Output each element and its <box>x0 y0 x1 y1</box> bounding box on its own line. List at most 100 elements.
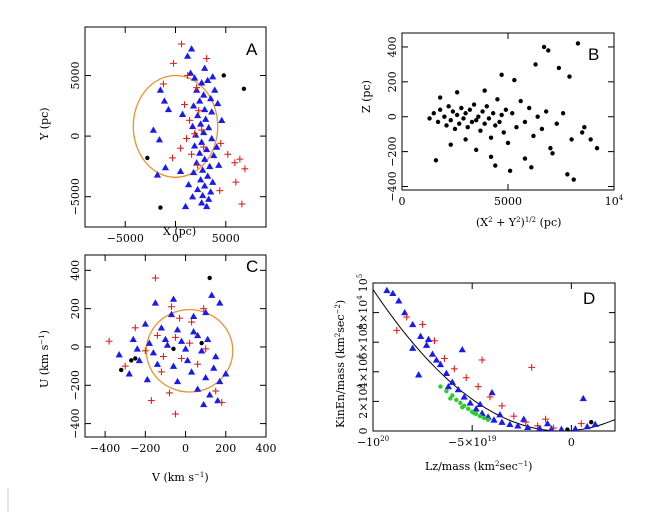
panel-b-dots-point <box>575 41 581 46</box>
panel-a-crosses-point <box>236 155 244 163</box>
panel-d-xlabel-sup2: −1 <box>518 460 528 468</box>
panel-c-label: C <box>246 257 258 276</box>
panel-a-triangles-point <box>155 136 164 143</box>
panel-d-crosses-point <box>498 402 506 410</box>
panel-b-dots-point <box>465 125 470 130</box>
panel-a-crosses-point <box>232 178 240 186</box>
panel-b-dots-point <box>482 121 487 126</box>
panel-a-crosses-point <box>194 161 202 169</box>
panel-c-crosses-point <box>121 362 129 370</box>
panel-a-crosses-point <box>193 84 201 92</box>
panel-a-triangles-point <box>178 110 187 117</box>
panel-a-triangles-point <box>153 171 161 178</box>
panel-a-crosses-point <box>224 150 232 158</box>
panel-a-dots-point <box>241 86 247 92</box>
panel-c-crosses-point <box>151 274 159 282</box>
panel-d-crosses-point <box>550 424 557 431</box>
panel-d-ytick-exponent: 4 <box>356 384 364 389</box>
panel-d-triangles-point <box>409 344 417 351</box>
panel-b-dots-point <box>476 114 481 119</box>
panel-b-dots-point <box>556 65 562 71</box>
panel-b-dots-point <box>450 109 456 114</box>
panel-c-triangles-point <box>222 370 230 377</box>
panel-a-triangles-point <box>197 120 205 127</box>
panel-c-triangles-point <box>206 391 214 398</box>
panel-c-crosses-point <box>172 333 179 341</box>
panel-b-dots-point <box>495 97 500 102</box>
panel-b-dots-point <box>484 104 489 109</box>
panel-d-triangles-point <box>591 420 599 428</box>
panel-d-ytick-exponent: 5 <box>356 274 364 278</box>
panel-d-triangles-point <box>395 297 403 304</box>
panel-c-triangles-point <box>133 345 141 352</box>
panel-d-triangles-point <box>454 385 462 393</box>
panel-c-crosses-point <box>188 318 195 326</box>
panel-c-triangles-point <box>163 341 172 348</box>
panel-d-crosses-point <box>577 420 585 427</box>
panel-d-xlabel-part3: ) <box>528 460 532 473</box>
panel-b-xlabel-part1: (X <box>476 216 488 229</box>
panel-d-triangles-point <box>524 423 532 430</box>
panel-a-triangles-point <box>188 193 197 200</box>
panel-a-plot-area <box>132 40 249 210</box>
panel-a-triangles-point <box>196 149 204 156</box>
panel-b-dots-point <box>535 114 540 119</box>
panel-c-marks <box>105 274 234 418</box>
panel-a-crosses-point <box>186 116 193 124</box>
panel-a-triangles-point <box>203 145 211 153</box>
panel-a-triangles-point <box>192 131 200 138</box>
panel-b-xlabel: (X2 + Y2)1/2 (pc) <box>476 216 561 229</box>
panel-d-ytick-exponent: 4 <box>356 354 364 359</box>
panel-b-dots-point <box>482 88 487 93</box>
panel-b-dots-point <box>531 133 536 139</box>
panel-b-dots-point <box>510 111 515 116</box>
panel-a-triangles-point <box>193 159 201 166</box>
panel-c-triangles-point <box>200 400 208 408</box>
panel-c-crosses-point <box>168 303 175 311</box>
panel-d-triangles-point <box>536 424 544 431</box>
panel-b-dots-point <box>539 126 545 132</box>
panel-d-frame <box>372 282 616 432</box>
panel-a-triangles-point <box>156 86 165 93</box>
panel-b-xlabel-part4: (pc) <box>536 216 561 229</box>
panel-d-triangles-point <box>466 399 474 406</box>
panel-b-dots-point <box>431 111 436 116</box>
panel-c-crosses-point <box>176 314 183 322</box>
panel-c-ylabel: U (km s−1) <box>38 330 51 388</box>
panel-c-crosses-point <box>212 387 220 395</box>
panel-c-triangles-point <box>183 356 192 364</box>
panel-c-crosses-point <box>200 305 208 313</box>
panel-b-dots-point <box>512 77 517 83</box>
panel-c-triangles-point <box>198 347 206 354</box>
panel-d-xtick-exponent: 20 <box>380 435 389 443</box>
panel-c-dots-point <box>207 275 212 281</box>
panel-b-dots-point <box>490 111 496 116</box>
panel-d-crosses-point <box>431 337 438 345</box>
panel-b-dots-point <box>529 165 534 170</box>
panel-d-triangles-point <box>417 332 425 339</box>
panel-d-xlabel-part2: sec <box>499 460 517 473</box>
panel-c-crosses-point <box>218 399 226 406</box>
panel-c-triangles-point <box>115 351 123 358</box>
panel-b-dots-point <box>427 116 432 121</box>
panel-c-triangles-point <box>194 331 202 339</box>
panel-a-triangles-point <box>149 126 157 133</box>
panel-d-dots-point <box>588 419 594 425</box>
panel-c-triangles-point <box>187 368 196 375</box>
panel-d-greens-point <box>471 411 477 416</box>
panel-d-triangles-point <box>498 418 506 425</box>
panel-c-triangles-point <box>216 299 224 306</box>
panel-d-crosses-point <box>486 393 494 401</box>
panel-c-crosses-point <box>194 360 202 368</box>
panel-d-ylabel-part3: ) <box>334 300 347 304</box>
panel-b-dots-point <box>478 128 483 133</box>
panel-a-triangles-point <box>207 188 215 195</box>
panel-c-xtick-label: −200 <box>130 442 160 455</box>
panel-a-triangles-point <box>209 73 217 80</box>
panel-a-triangles-point <box>201 105 209 113</box>
panel-d-greens-point <box>454 397 459 403</box>
panel-c-ytick-label: 0 <box>69 343 82 350</box>
panel-d-ytick-label: 2×104 <box>356 384 370 419</box>
